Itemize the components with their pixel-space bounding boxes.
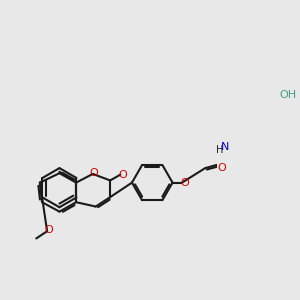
Text: O: O [119, 169, 128, 180]
Text: H: H [216, 145, 224, 155]
Text: O: O [44, 225, 53, 235]
Text: O: O [218, 163, 226, 173]
Text: O: O [89, 168, 98, 178]
Text: N: N [220, 142, 229, 152]
Text: O: O [181, 178, 189, 188]
Text: OH: OH [279, 90, 296, 100]
